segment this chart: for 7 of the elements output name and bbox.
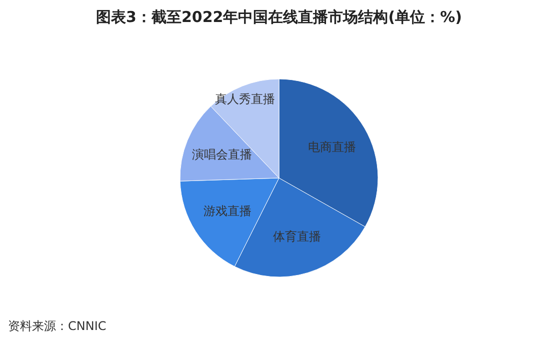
slice-label: 电商直播	[308, 140, 356, 154]
chart-title: 图表3：截至2022年中国在线直播市场结构(单位：%)	[95, 8, 463, 27]
slice-label: 体育直播	[272, 230, 321, 244]
text: 资料来源：CNNIC	[8, 318, 106, 335]
slice-label: 真人秀直播	[215, 92, 275, 106]
slice-label: 演唱会直播	[192, 148, 252, 162]
slice-label: 游戏直播	[203, 204, 252, 218]
